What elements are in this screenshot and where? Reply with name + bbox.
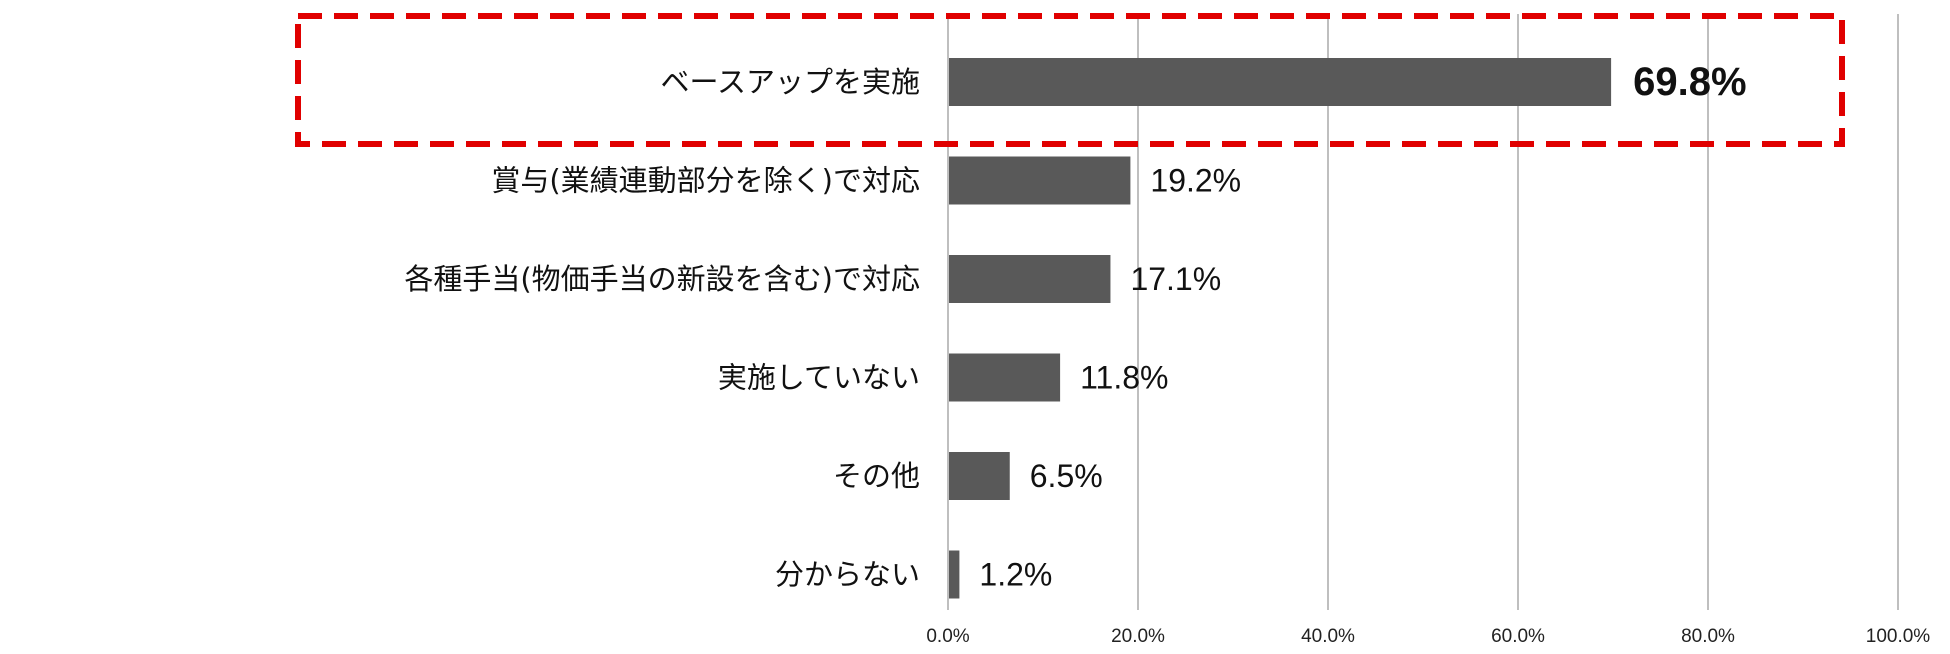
- data-label-2: 17.1%: [1130, 261, 1221, 297]
- data-label-1: 19.2%: [1150, 163, 1241, 199]
- data-label-0: 69.8%: [1633, 60, 1746, 104]
- bar-5: [949, 550, 960, 599]
- x-axis-ticks: 0.0% 20.0% 40.0% 60.0% 80.0% 100.0%: [926, 626, 1930, 647]
- bar-3: [949, 353, 1061, 402]
- data-label-5: 1.2%: [979, 557, 1052, 593]
- x-tick-label-100: 100.0%: [1866, 626, 1931, 647]
- bar-2: [949, 255, 1111, 303]
- category-label-0: ベースアップを実施: [660, 65, 920, 99]
- category-label-5: 分からない: [775, 558, 920, 592]
- bar-1: [949, 156, 1131, 205]
- category-label-4: その他: [833, 459, 920, 493]
- bar-4: [949, 452, 1010, 500]
- x-tick-label-40: 40.0%: [1301, 626, 1355, 647]
- category-label-3: 実施していない: [718, 361, 920, 395]
- data-labels: 69.8% 19.2% 17.1% 11.8% 6.5% 1.2%: [979, 60, 1746, 593]
- data-label-3: 11.8%: [1080, 360, 1168, 396]
- bar-0: [949, 58, 1612, 106]
- bars: [949, 58, 1612, 599]
- category-label-2: 各種手当(物価手当の新設を含む)で対応: [404, 262, 920, 296]
- category-labels: ベースアップを実施賞与(業績連動部分を除く)で対応各種手当(物価手当の新設を含む…: [404, 65, 920, 592]
- x-tick-label-80: 80.0%: [1681, 626, 1735, 647]
- data-label-4: 6.5%: [1030, 458, 1103, 494]
- highlight-box: [295, 13, 1845, 147]
- x-tick-label-60: 60.0%: [1491, 626, 1545, 647]
- category-label-1: 賞与(業績連動部分を除く)で対応: [491, 164, 920, 198]
- x-tick-label-20: 20.0%: [1111, 626, 1165, 647]
- x-tick-label-0: 0.0%: [926, 626, 969, 647]
- gridlines: [947, 14, 1899, 610]
